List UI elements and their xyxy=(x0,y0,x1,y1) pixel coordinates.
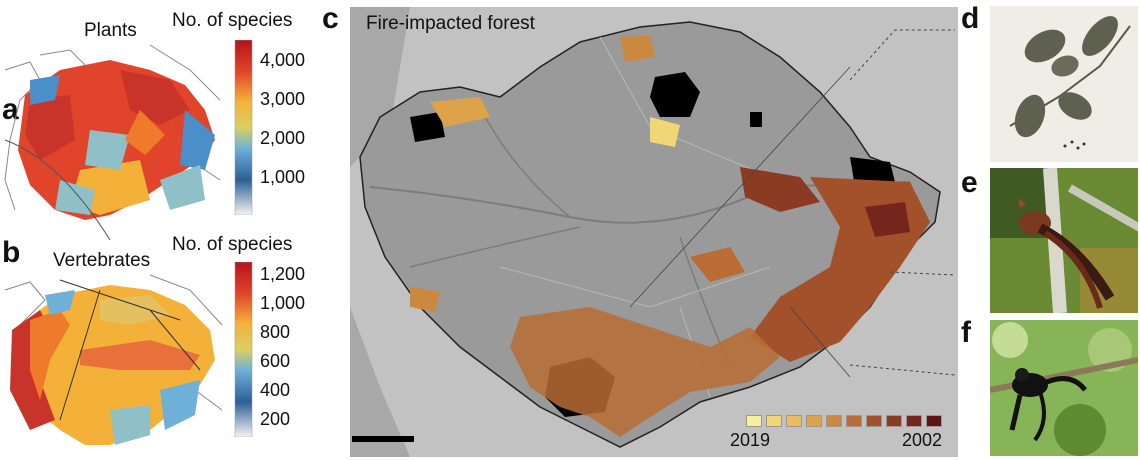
panel-a-title: Plants xyxy=(84,20,137,41)
fire-year-legend xyxy=(746,415,942,427)
colorbar-vertebrates-tick-4: 600 xyxy=(260,351,291,371)
year-swatch xyxy=(786,415,802,427)
panel-c-title: Fire-impacted forest xyxy=(366,13,535,34)
panel-letter-b: b xyxy=(2,236,21,269)
panel-letter-e: e xyxy=(961,166,978,199)
scale-bar xyxy=(352,436,414,442)
colorbar-plants-tick-2: 3,000 xyxy=(260,89,306,109)
panel-letter-a: a xyxy=(2,93,19,126)
fire-year-legend-end: 2002 xyxy=(902,430,943,450)
colorbar-plants xyxy=(234,40,253,215)
colorbar-vertebrates xyxy=(234,262,253,437)
year-swatch xyxy=(846,415,862,427)
panel-a-legend-title: No. of species xyxy=(172,10,293,31)
year-swatch xyxy=(766,415,782,427)
year-swatch xyxy=(926,415,942,427)
panel-b-title: Vertebrates xyxy=(53,250,151,271)
panel-letter-d: d xyxy=(961,2,980,35)
hoatzin-bird-photo xyxy=(990,168,1138,313)
colorbar-vertebrates-tick-2: 1,000 xyxy=(260,293,306,313)
year-swatch xyxy=(886,415,902,427)
fire-year-legend-start: 2019 xyxy=(730,430,771,450)
year-swatch xyxy=(806,415,822,427)
panel-b-legend-title: No. of species xyxy=(172,234,293,255)
colorbar-vertebrates-tick-6: 200 xyxy=(260,409,291,429)
vertebrates-richness-map xyxy=(4,274,223,445)
spider-monkey-photo xyxy=(990,320,1138,456)
plants-richness-map xyxy=(4,44,221,240)
year-swatch xyxy=(866,415,882,427)
colorbar-vertebrates-tick-1: 1,200 xyxy=(260,264,306,284)
year-swatch xyxy=(906,415,922,427)
leader-lines xyxy=(850,29,956,376)
colorbar-vertebrates-tick-3: 800 xyxy=(260,322,291,342)
year-swatch xyxy=(826,415,842,427)
colorbar-plants-tick-3: 2,000 xyxy=(260,128,306,148)
panel-letter-f: f xyxy=(961,316,971,349)
year-swatch xyxy=(746,415,762,427)
colorbar-plants-tick-4: 1,000 xyxy=(260,167,306,187)
colorbar-plants-tick-1: 4,000 xyxy=(260,50,306,70)
leaf-specimen-photo xyxy=(990,6,1138,162)
fire-impacted-forest-map xyxy=(350,7,958,457)
panel-letter-c: c xyxy=(322,2,339,35)
colorbar-vertebrates-tick-5: 400 xyxy=(260,380,291,400)
